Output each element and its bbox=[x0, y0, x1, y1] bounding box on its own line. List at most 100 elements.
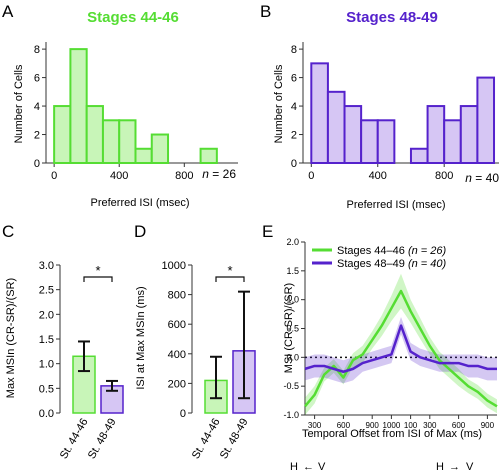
panel-b-xlabel: Preferred ISI (msec) bbox=[346, 199, 445, 211]
panel-a-ytick-label: 8 bbox=[34, 44, 40, 56]
panel-e-line-stages-48-49 bbox=[304, 324, 497, 373]
panel-a-bar bbox=[134, 147, 153, 165]
panel-c-ytick-label: 3.0 bbox=[39, 260, 54, 272]
panel-e-legend: Stages 44–46 (n = 26) Stages 48–49 (n = … bbox=[312, 245, 447, 270]
panel-e-band-stages-44-46 bbox=[305, 273, 497, 415]
panel-a-n-label: n = 26 bbox=[202, 167, 236, 181]
panel-c-significance-star: * bbox=[95, 263, 100, 278]
panel-a-bar bbox=[118, 119, 137, 165]
panel-d-category-label: St. 48-49 bbox=[218, 417, 251, 462]
panel-e-xtick-label: 600 bbox=[452, 421, 466, 430]
panel-a-plot: 0 2 4 6 8 0 400 800 bbox=[34, 42, 238, 182]
panel-d-significance-bracket bbox=[215, 276, 245, 282]
panel-a-bar bbox=[101, 119, 121, 165]
panel-e-ytick-label: -0.5 bbox=[283, 381, 299, 391]
panel-a-xlabel: Preferred ISI (msec) bbox=[90, 197, 189, 209]
panel-c-ytick-label: 1.5 bbox=[39, 334, 54, 346]
panel-d-ytick-label: 400 bbox=[168, 349, 186, 361]
panel-e: E MSI (CR-SR)/(SR) Temporal Offset from … bbox=[262, 222, 498, 473]
panel-b-bar bbox=[426, 105, 446, 164]
panel-b-ytick-label: 2 bbox=[291, 130, 297, 142]
panel-e-xtick-label: 600 bbox=[337, 421, 351, 430]
panel-e-xtick-label: 900 bbox=[366, 421, 380, 430]
panel-b-bar bbox=[376, 119, 396, 165]
direction-h-left: H bbox=[290, 461, 298, 473]
legend-label-stages-44-46: Stages 44–46 (n = 26) bbox=[337, 245, 447, 257]
panel-c: C Max MSIn (CR-SR)/(SR) 0.0 0.5 1.0 1.5 2.0 2… bbox=[2, 222, 124, 462]
panel-a-xtick-label: 800 bbox=[175, 170, 193, 182]
panel-b-bar bbox=[326, 90, 346, 164]
panel-b-ytick-label: 8 bbox=[291, 44, 297, 56]
panel-a-letter: A bbox=[2, 2, 14, 21]
panel-a-ylabel: Number of Cells bbox=[13, 64, 25, 143]
panel-b-n-value: = 40 bbox=[472, 171, 499, 185]
panel-a: A Stages 44-46 Number of Cells Preferred… bbox=[2, 2, 238, 209]
panel-e-ylabel: MSI (CR-SR)/(SR) bbox=[283, 283, 295, 373]
panel-c-ytick-label: 2.5 bbox=[39, 285, 54, 297]
panel-e-ytick-label: 2.0 bbox=[286, 237, 299, 247]
panel-b-bar bbox=[409, 147, 429, 165]
panel-c-ytick-label: 0.0 bbox=[39, 408, 54, 420]
panel-a-bar bbox=[199, 147, 218, 165]
panel-c-ytick-label: 2.0 bbox=[39, 309, 54, 321]
panel-b-ylabel: Number of Cells bbox=[273, 64, 285, 143]
panel-c-ylabel: Max MSIn (CR-SR)/(SR) bbox=[5, 278, 17, 398]
panel-a-bar bbox=[85, 105, 104, 164]
panel-e-xtick-label: 900 bbox=[481, 421, 495, 430]
panel-d-ytick-label: 600 bbox=[168, 319, 186, 331]
panel-d: D ISI at Max MSIn (ms) 0 200 400 600 800 1000… bbox=[134, 222, 256, 462]
panel-d-ytick-label: 800 bbox=[168, 290, 186, 302]
panel-a-ytick-label: 0 bbox=[34, 158, 40, 170]
panel-e-ytick-label: -1.0 bbox=[283, 410, 299, 420]
direction-h-right: H bbox=[436, 461, 444, 473]
panel-a-ytick-label: 6 bbox=[34, 73, 40, 85]
direction-labels: H ← V H → V bbox=[290, 461, 474, 473]
panel-b-ytick-label: 4 bbox=[291, 101, 297, 113]
panel-e-ytick-label: 0.0 bbox=[286, 352, 299, 362]
panel-a-ytick-label: 4 bbox=[34, 101, 40, 113]
panel-e-ytick-label: 1.0 bbox=[286, 295, 299, 305]
panel-d-ytick-label: 200 bbox=[168, 378, 186, 390]
panel-b-bar bbox=[459, 105, 479, 164]
panel-e-ytick-label: 1.5 bbox=[286, 266, 299, 276]
panel-a-bar bbox=[53, 105, 72, 164]
panel-c-significance-bracket bbox=[83, 276, 113, 282]
panel-a-xtick-label: 400 bbox=[110, 170, 128, 182]
panel-c-letter: C bbox=[2, 222, 14, 241]
panel-a-n-value: = 26 bbox=[209, 167, 236, 181]
panel-a-bar bbox=[69, 48, 88, 164]
panel-a-bar bbox=[150, 133, 170, 165]
panel-b-ytick-label: 6 bbox=[291, 73, 297, 85]
panel-b-xtick-label: 0 bbox=[308, 170, 314, 182]
panel-c-ytick-label: 1.0 bbox=[39, 359, 54, 371]
panel-b-title: Stages 48-49 bbox=[346, 9, 438, 26]
panel-b-ytick-label: 0 bbox=[291, 158, 297, 170]
direction-arrow-left: ← bbox=[303, 461, 314, 473]
legend-label-stages-48-49: Stages 48–49 (n = 40) bbox=[337, 258, 447, 270]
panel-b-plot: 0 2 4 6 8 0 400 800 bbox=[291, 42, 499, 182]
direction-v-right: V bbox=[466, 461, 474, 473]
panel-e-xlabel: Temporal Offset from ISI of Max (ms) bbox=[302, 428, 482, 440]
panel-b-n-label: n = 40 bbox=[465, 171, 499, 185]
panel-b-bar bbox=[476, 76, 496, 164]
panel-a-title: Stages 44-46 bbox=[87, 9, 179, 26]
panel-c-category-label: St. 48-49 bbox=[86, 417, 119, 462]
panel-e-xtick-label: 1000 bbox=[383, 421, 401, 430]
panel-c-ytick-label: 0.5 bbox=[39, 383, 54, 395]
panel-b-xtick-label: 400 bbox=[369, 170, 387, 182]
panel-e-xtick-label: 300 bbox=[423, 421, 437, 430]
panel-b: B Stages 48-49 Number of Cells Preferred… bbox=[260, 2, 499, 211]
panel-b-bar bbox=[310, 62, 329, 164]
panel-d-ytick-label: 0 bbox=[180, 408, 186, 420]
panel-d-letter: D bbox=[134, 222, 146, 241]
panel-e-band-stages-48-49 bbox=[305, 316, 497, 384]
panel-e-ytick-label: 0.5 bbox=[286, 324, 299, 334]
panel-e-letter: E bbox=[262, 222, 273, 241]
panel-e-xtick-label: 300 bbox=[308, 421, 322, 430]
direction-arrow-right: → bbox=[449, 461, 460, 473]
panel-b-bar bbox=[343, 105, 363, 164]
